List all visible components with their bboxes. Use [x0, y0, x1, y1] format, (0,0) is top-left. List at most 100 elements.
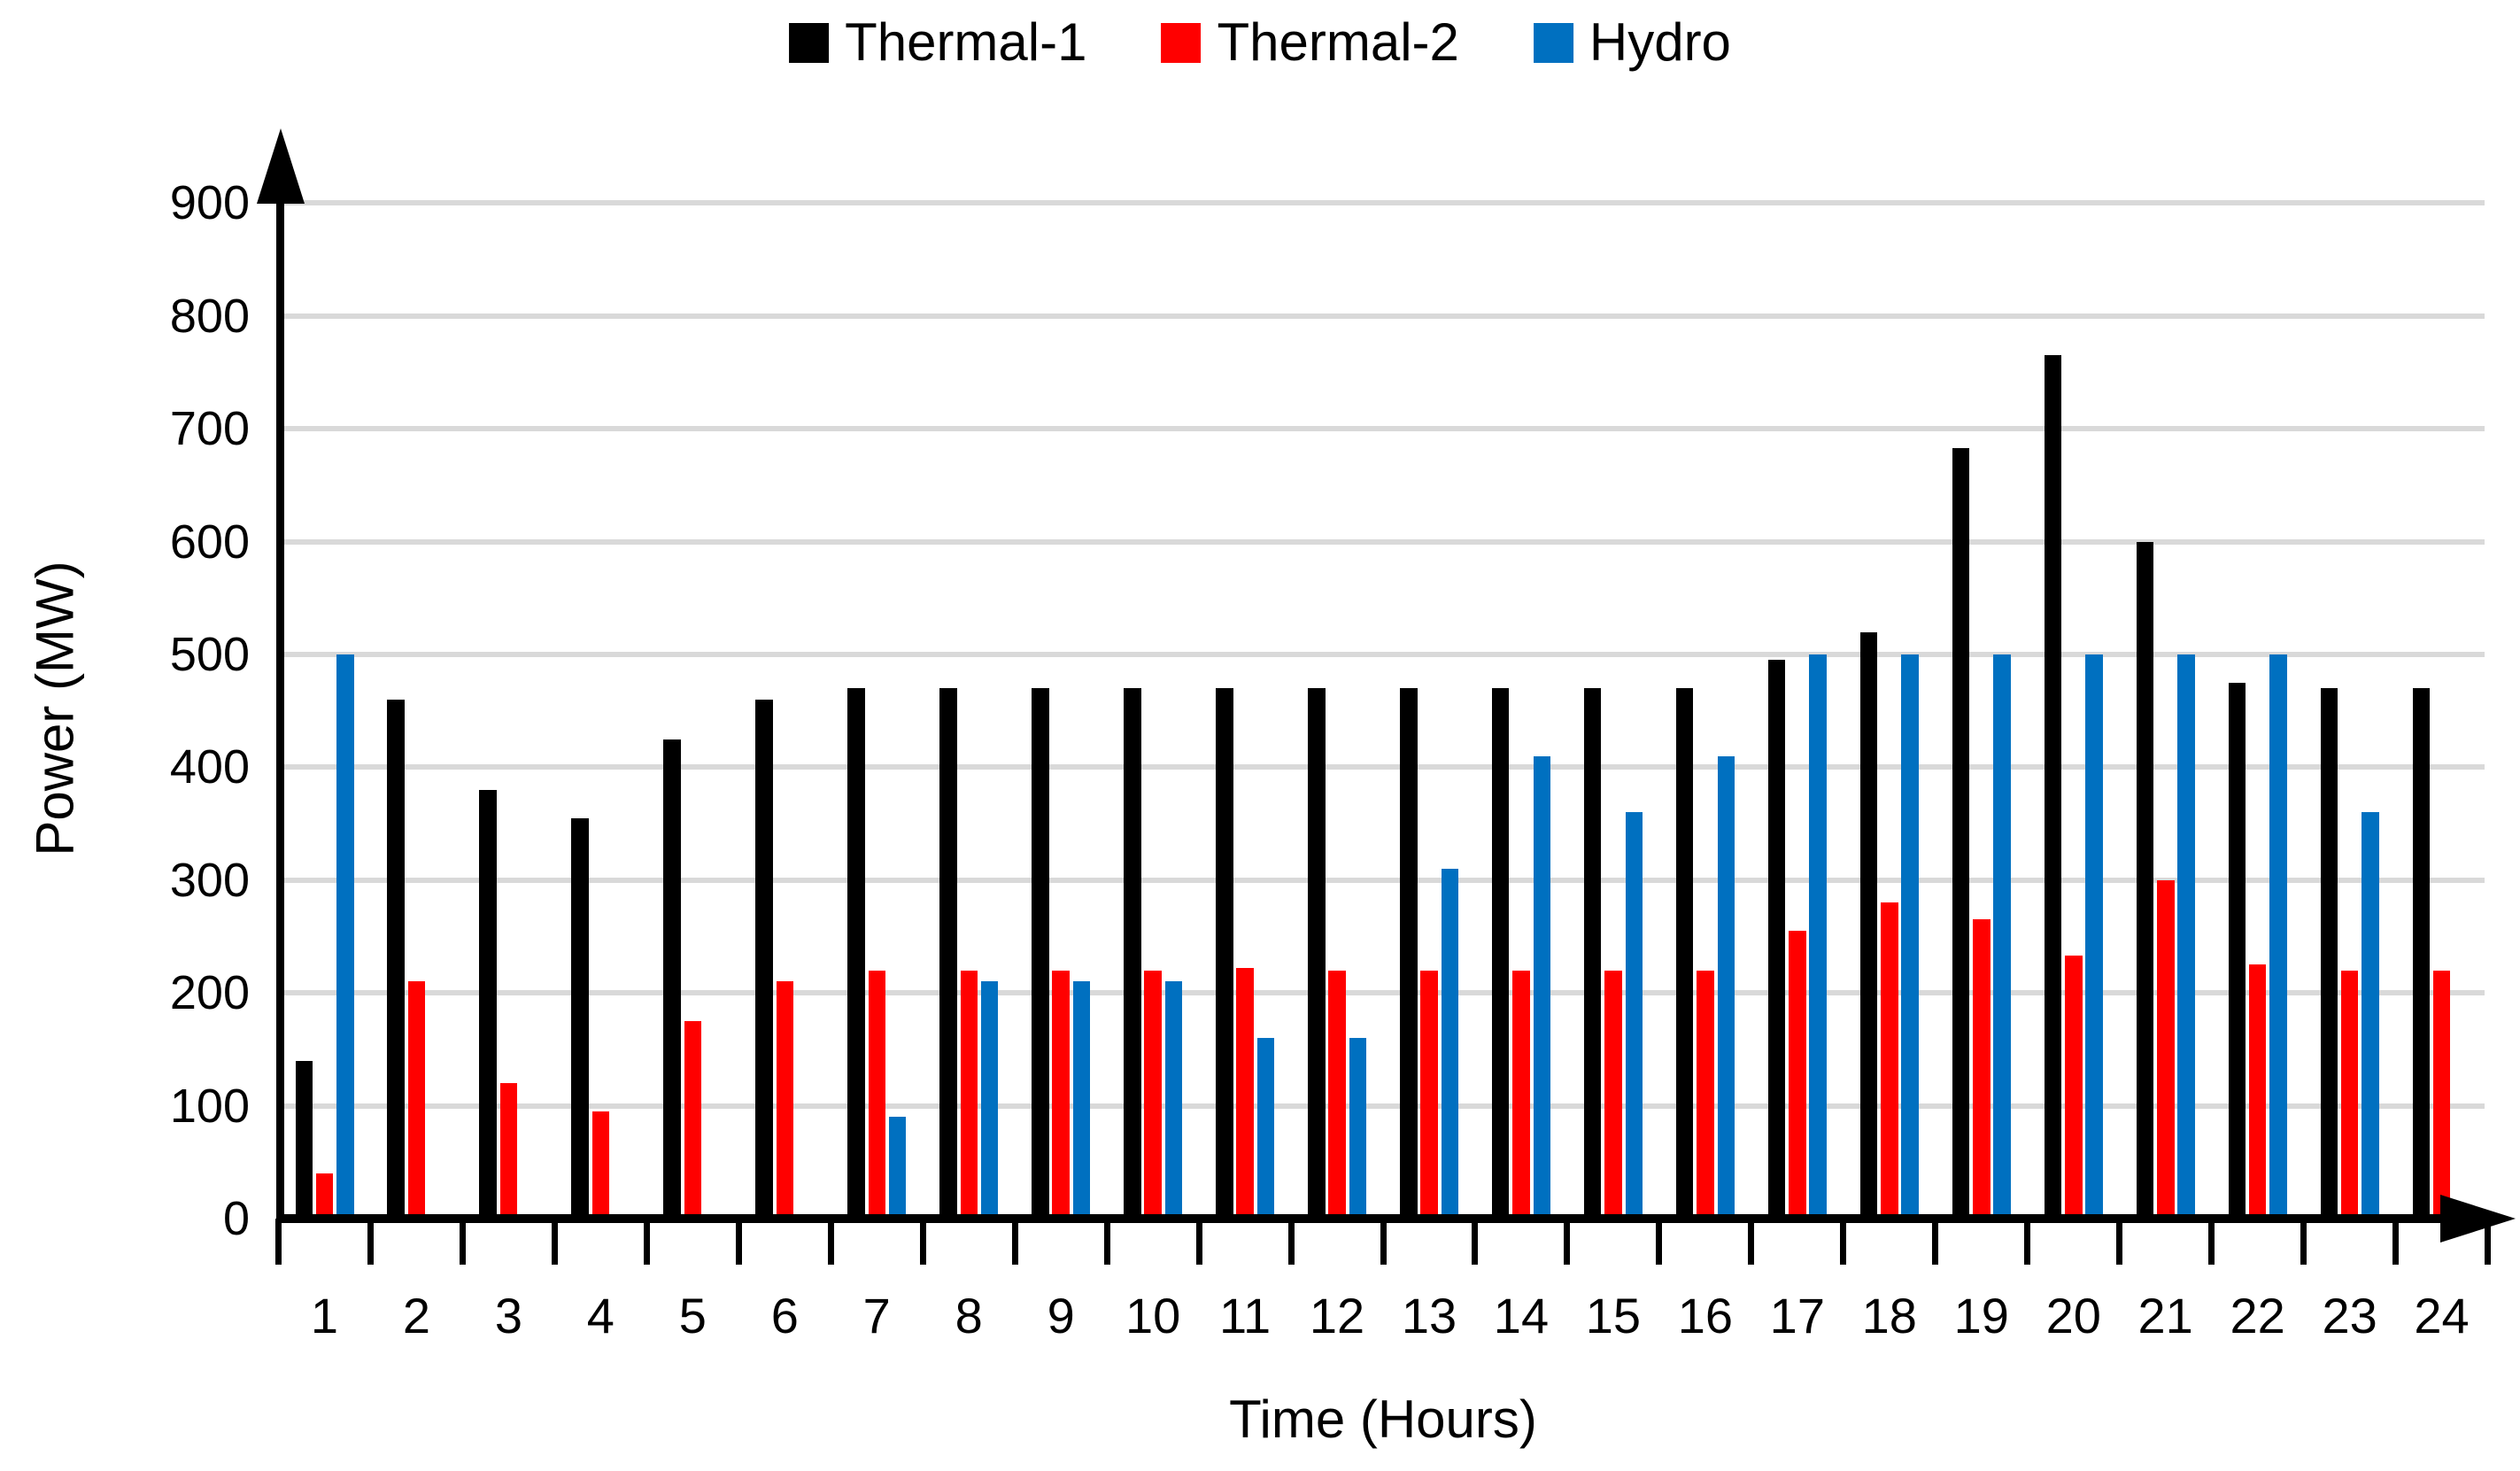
bar-thermal-1-h22 [2228, 682, 2246, 1219]
bar-thermal-1-h24 [2412, 688, 2431, 1219]
x-axis-tick [275, 1219, 282, 1265]
bar-hydro-h8 [980, 981, 999, 1219]
x-axis-label: 2 [402, 1288, 431, 1343]
x-axis-label: 14 [1493, 1288, 1550, 1343]
bar-thermal-1-h3 [479, 789, 497, 1219]
x-axis-label: 6 [770, 1288, 799, 1343]
gridline [280, 652, 2485, 657]
bar-hydro-h14 [1533, 755, 1551, 1219]
bar-thermal-2-h6 [776, 981, 794, 1219]
bar-thermal-2-h13 [1420, 970, 1438, 1219]
x-axis-label: 18 [1861, 1288, 1917, 1343]
x-axis-tick [1195, 1219, 1202, 1265]
bar-thermal-2-h18 [1881, 902, 1898, 1219]
bar-thermal-2-h5 [684, 1021, 702, 1219]
y-axis-arrowhead-icon [257, 128, 305, 204]
bar-thermal-2-h16 [1697, 970, 1714, 1219]
bar-hydro-h22 [2269, 654, 2287, 1219]
bar-thermal-1-h4 [571, 817, 589, 1219]
x-axis-line [276, 1214, 2488, 1223]
bar-thermal-2-h14 [1512, 970, 1530, 1219]
bar-hydro-h17 [1809, 654, 1827, 1219]
bar-thermal-1-h2 [387, 699, 405, 1219]
bar-hydro-h12 [1349, 1038, 1367, 1219]
x-axis-label: 16 [1677, 1288, 1734, 1343]
x-axis-tick [643, 1219, 650, 1265]
bar-thermal-1-h9 [1032, 688, 1049, 1219]
legend: Thermal-1 Thermal-2 Hydro [789, 16, 1731, 69]
bar-hydro-h21 [2177, 654, 2195, 1219]
x-axis-label: 4 [586, 1288, 615, 1343]
x-axis-label: 20 [2045, 1288, 2101, 1343]
bar-hydro-h9 [1072, 981, 1091, 1219]
bar-hydro-h13 [1441, 869, 1459, 1219]
bar-thermal-1-h18 [1859, 631, 1878, 1219]
bar-thermal-1-h15 [1583, 688, 1602, 1219]
x-axis-tick [1472, 1219, 1479, 1265]
y-axis-label: 500 [169, 628, 250, 681]
bar-thermal-2-h2 [407, 981, 426, 1219]
bar-thermal-2-h20 [2065, 956, 2083, 1219]
bar-hydro-h18 [1901, 654, 1919, 1219]
y-axis-label: 100 [169, 1079, 250, 1133]
x-axis-tick [919, 1219, 926, 1265]
x-axis-label: 9 [1047, 1288, 1075, 1343]
bar-thermal-1-h11 [1216, 688, 1233, 1219]
x-axis-tick [1840, 1219, 1847, 1265]
bar-thermal-2-h11 [1236, 968, 1254, 1219]
bar-thermal-2-h22 [2248, 964, 2267, 1219]
bar-thermal-2-h3 [499, 1083, 518, 1219]
bar-hydro-h11 [1256, 1038, 1275, 1219]
x-axis-label: 24 [2414, 1288, 2470, 1343]
y-axis-label: 900 [169, 176, 250, 230]
bar-thermal-2-h21 [2157, 879, 2175, 1219]
bar-hydro-h23 [2362, 812, 2379, 1219]
y-axis-label: 700 [169, 402, 250, 456]
x-axis-label: 11 [1219, 1288, 1272, 1343]
x-axis-label: 13 [1401, 1288, 1457, 1343]
x-axis-label: 5 [678, 1288, 707, 1343]
bar-thermal-2-h19 [1973, 919, 1990, 1219]
legend-swatch-thermal-2 [1161, 22, 1202, 63]
x-axis-tick [2300, 1219, 2307, 1265]
bar-thermal-1-h17 [1767, 660, 1786, 1219]
bar-thermal-2-h10 [1144, 970, 1162, 1219]
legend-swatch-thermal-1 [789, 22, 830, 63]
x-axis-tick [2024, 1219, 2031, 1265]
bar-thermal-2-h17 [1789, 931, 1806, 1219]
x-axis-tick [551, 1219, 558, 1265]
bar-thermal-1-h20 [2044, 355, 2062, 1219]
y-axis-line [276, 177, 284, 1223]
bar-thermal-1-h8 [939, 688, 957, 1219]
y-axis-label: 300 [169, 853, 250, 907]
x-axis-tick [367, 1219, 374, 1265]
bar-thermal-2-h15 [1604, 970, 1622, 1219]
bar-hydro-h16 [1717, 755, 1735, 1219]
legend-label: Hydro [1589, 12, 1731, 72]
x-axis-tick [2392, 1219, 2400, 1265]
gridline [280, 877, 2485, 883]
bar-hydro-h1 [336, 654, 354, 1219]
x-axis-tick [1932, 1219, 1939, 1265]
bar-thermal-2-h24 [2432, 970, 2451, 1219]
x-axis-label: 7 [862, 1288, 891, 1343]
y-axis-label: 400 [169, 740, 250, 794]
x-axis-label: 10 [1125, 1288, 1181, 1343]
x-axis-tick [827, 1219, 834, 1265]
x-axis-tick [459, 1219, 466, 1265]
gridline [280, 426, 2485, 432]
bar-hydro-h19 [1993, 654, 2011, 1219]
gridline [280, 990, 2485, 996]
bar-thermal-1-h10 [1124, 688, 1141, 1219]
legend-swatch-hydro [1533, 22, 1573, 63]
x-axis-tick [1287, 1219, 1295, 1265]
gridline [280, 1103, 2485, 1109]
gridline [280, 764, 2485, 770]
x-axis-label: 15 [1585, 1288, 1642, 1343]
x-axis-tick [2208, 1219, 2215, 1265]
bar-thermal-1-h1 [295, 1060, 313, 1219]
y-axis-label: 0 [222, 1192, 250, 1245]
bar-thermal-2-h23 [2340, 970, 2359, 1219]
x-axis-tick [1656, 1219, 1663, 1265]
